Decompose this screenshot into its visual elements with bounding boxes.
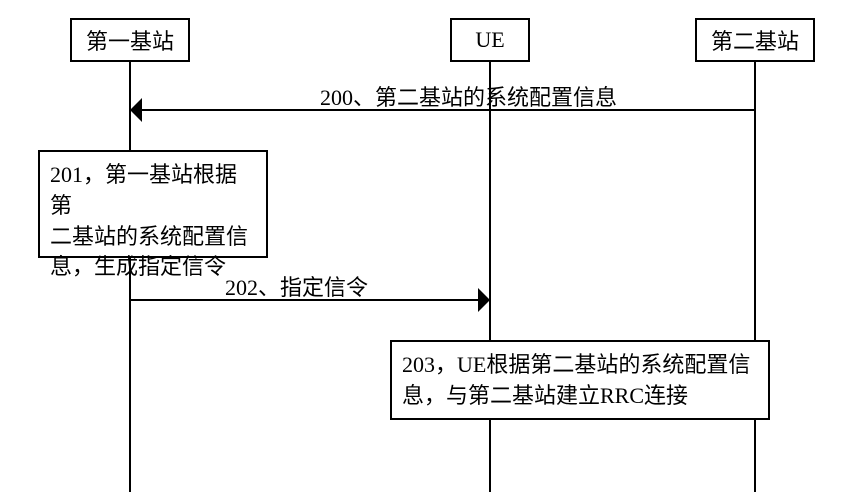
step-203-line1: 203，UE根据第二基站的系统配置信 bbox=[402, 350, 758, 381]
lifeline-ue bbox=[489, 62, 491, 492]
message-200-arrowhead bbox=[130, 98, 142, 122]
step-203-box: 203，UE根据第二基站的系统配置信 息，与第二基站建立RRC连接 bbox=[390, 340, 770, 420]
message-202-line bbox=[130, 299, 478, 301]
lifeline-second-bs bbox=[754, 62, 756, 492]
participant-ue: UE bbox=[450, 18, 530, 62]
step-203-line2: 息，与第二基站建立RRC连接 bbox=[402, 381, 758, 412]
message-202-arrowhead bbox=[478, 288, 490, 312]
step-201-line2: 二基站的系统配置信 bbox=[50, 222, 256, 253]
sequence-diagram: 第一基站 UE 第二基站 200、第二基站的系统配置信息 201，第一基站根据第… bbox=[0, 0, 850, 500]
participant-first-bs-label: 第一基站 bbox=[86, 24, 174, 56]
message-200-line bbox=[142, 109, 755, 111]
step-201-box: 201，第一基站根据第 二基站的系统配置信 息，生成指定信令 bbox=[38, 150, 268, 258]
step-201-line1: 201，第一基站根据第 bbox=[50, 160, 256, 222]
participant-second-bs: 第二基站 bbox=[695, 18, 815, 62]
participant-ue-label: UE bbox=[475, 27, 504, 53]
message-202-label: 202、指定信令 bbox=[225, 270, 368, 302]
participant-first-bs: 第一基站 bbox=[70, 18, 190, 62]
participant-second-bs-label: 第二基站 bbox=[711, 24, 799, 56]
message-200-label: 200、第二基站的系统配置信息 bbox=[320, 80, 617, 112]
